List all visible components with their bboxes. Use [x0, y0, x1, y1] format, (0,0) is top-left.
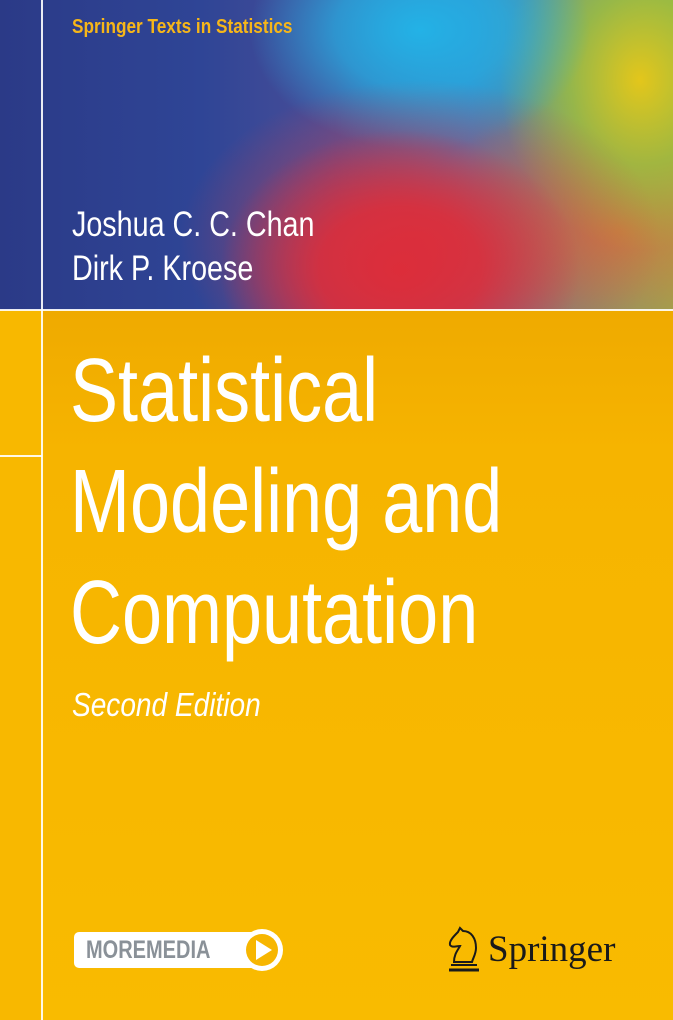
left-strip-divider: [0, 455, 42, 457]
title-line-2: Modeling and: [70, 452, 503, 552]
gradient-header-band: [0, 0, 673, 310]
author-2: Dirk P. Kroese: [72, 249, 254, 288]
knight-chess-piece-icon: [448, 926, 479, 972]
moremedia-label: MOREMEDIA: [86, 935, 211, 964]
publisher-logo: Springer: [446, 926, 615, 972]
title-line-3: Computation: [70, 563, 479, 663]
moremedia-box: MOREMEDIA: [74, 932, 270, 968]
play-icon: [241, 929, 283, 971]
left-strip: [0, 311, 41, 1020]
book-title: Statistical Modeling and Computation: [70, 336, 502, 669]
moremedia-badge: MOREMEDIA: [74, 928, 284, 972]
publisher-name: Springer: [488, 928, 616, 970]
edition: Second Edition: [72, 686, 261, 723]
vertical-divider: [41, 0, 43, 1020]
gold-background: [0, 310, 673, 1020]
title-line-1: Statistical: [70, 341, 379, 441]
horizontal-divider: [0, 309, 673, 311]
series-name: Springer Texts in Statistics: [72, 16, 293, 38]
author-1: Joshua C. C. Chan: [72, 205, 315, 244]
